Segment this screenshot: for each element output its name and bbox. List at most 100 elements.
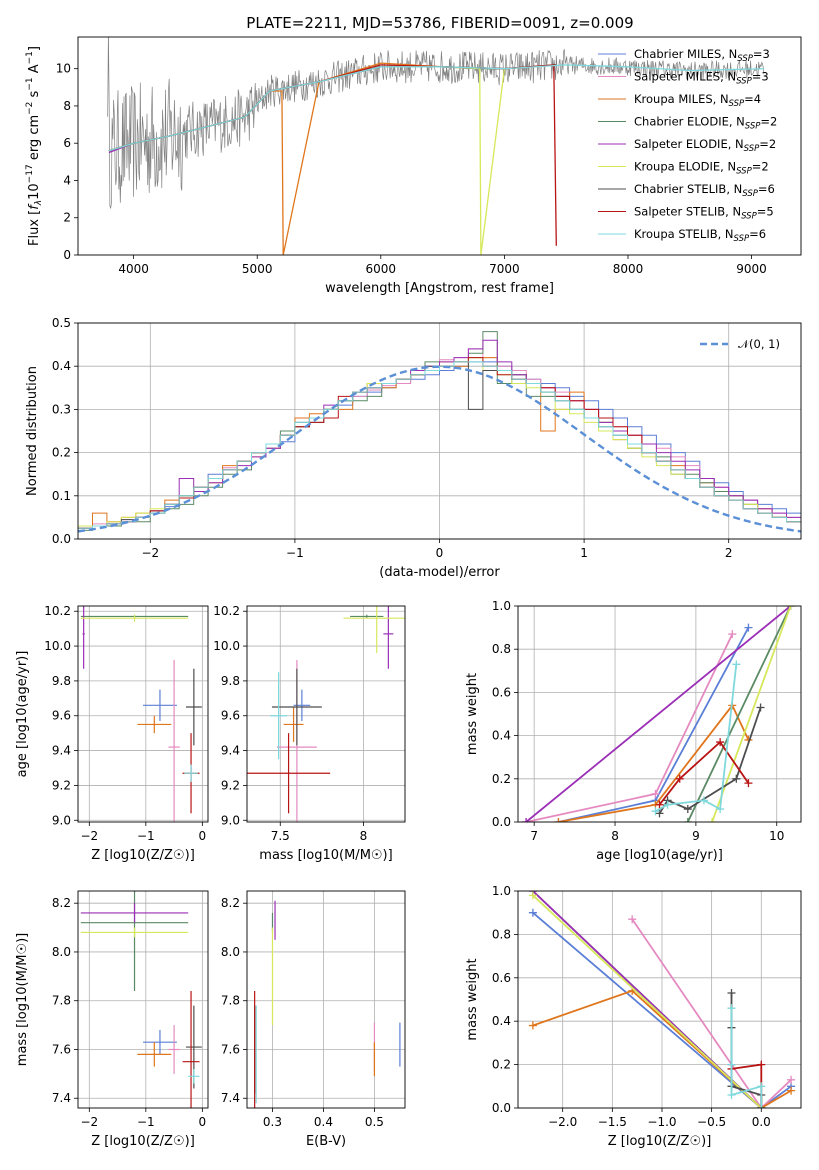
plot-area bbox=[80, 606, 202, 822]
mass-weight-line bbox=[532, 894, 762, 1108]
y-tick-label: 0.8 bbox=[492, 642, 511, 656]
plot-area bbox=[254, 900, 401, 1108]
histogram-step bbox=[78, 339, 801, 529]
plus-marker bbox=[522, 818, 531, 822]
x-tick-label: 10 bbox=[769, 829, 784, 843]
plus-marker bbox=[732, 660, 741, 669]
plus-marker bbox=[655, 809, 664, 818]
x-axis-label: E(B-V) bbox=[306, 1134, 346, 1149]
plus-marker bbox=[655, 800, 664, 809]
plot-area bbox=[528, 891, 796, 1108]
axes-frame bbox=[77, 605, 209, 823]
axes-frame bbox=[77, 322, 802, 540]
y-tick-label: 9.4 bbox=[221, 744, 240, 758]
panel-Z-massweight: −2.0 −1.5 −1.0 −0.5 0.0 0.0 0.2 0.4 0.6 0.8 1.0 Z [… bbox=[465, 884, 802, 1149]
y-axis-label: mass weight bbox=[465, 958, 480, 1040]
panel-mass-vs-EBV: 0.3 0.4 0.5 7.4 7.6 7.8 8.0 8.2 E(B-V) bbox=[221, 890, 406, 1149]
legend-tail: =4 bbox=[744, 92, 761, 106]
y-tick-label: 9.8 bbox=[221, 674, 240, 688]
x-axis-label: mass [log10(M/M☉)] bbox=[259, 848, 392, 863]
plus-marker bbox=[757, 1060, 766, 1069]
y-tick-label: 8.2 bbox=[52, 896, 71, 910]
x-tick-label: 2 bbox=[725, 546, 733, 560]
y-tick-label: 7.4 bbox=[221, 1091, 240, 1105]
plus-marker bbox=[727, 1090, 736, 1099]
x-tick-label: −1 bbox=[137, 1115, 155, 1129]
x-tick-label: 0.4 bbox=[314, 1115, 333, 1129]
y-tick-label: 7.6 bbox=[52, 1042, 71, 1056]
x-tick-label: 0 bbox=[436, 546, 444, 560]
plot-area bbox=[247, 606, 405, 822]
plot-area bbox=[107, 37, 765, 255]
y-tick-label: 0.5 bbox=[52, 316, 71, 330]
x-tick-label: −2.0 bbox=[548, 1115, 577, 1129]
x-tick-label: 9000 bbox=[736, 262, 767, 276]
plus-marker bbox=[528, 891, 537, 900]
plus-marker bbox=[716, 738, 725, 747]
y-tick-label: 0.6 bbox=[492, 971, 511, 985]
plus-marker bbox=[699, 796, 708, 805]
y-tick-label: 0.4 bbox=[492, 1014, 511, 1028]
panel-residuals: −2 −1 0 1 2 0.0 0.1 0.2 0.3 0.4 0.5 𝒩(0, 1) (data-mo… bbox=[25, 316, 802, 580]
y-axis-label: mass weight bbox=[465, 673, 480, 755]
plot-area bbox=[78, 331, 801, 533]
x-axis-label: age [log10(age/yr)] bbox=[596, 848, 723, 863]
legend-label: Chabrier MILES, NSSP=3 bbox=[634, 47, 770, 64]
plus-marker bbox=[708, 818, 717, 822]
plus-marker bbox=[744, 779, 753, 788]
plus-marker bbox=[663, 800, 672, 809]
plus-marker bbox=[744, 623, 753, 632]
y-tick-label: 9.2 bbox=[221, 778, 240, 792]
legend-sub: SSP bbox=[742, 189, 758, 199]
y-axis-label: mass [log10(M/M☉)] bbox=[15, 933, 30, 1066]
y-axis-label: Flux [fλ10−17 erg cm−2 s−1 A−1] bbox=[25, 46, 44, 246]
x-tick-label: 7 bbox=[530, 829, 538, 843]
x-tick-label: −2 bbox=[80, 829, 98, 843]
y-tick-label: 0.3 bbox=[52, 402, 71, 416]
plus-marker bbox=[651, 807, 660, 816]
legend-label: 𝒩(0, 1) bbox=[738, 337, 780, 351]
x-tick-label: 5000 bbox=[242, 262, 273, 276]
y-tick-label: 0.0 bbox=[492, 815, 511, 829]
y-tick-label: 9.0 bbox=[52, 813, 71, 827]
y-tick-label: 0.2 bbox=[52, 446, 71, 460]
x-tick-label: 0 bbox=[199, 829, 207, 843]
y-tick-label: 0.0 bbox=[52, 532, 71, 546]
normal-curve bbox=[78, 365, 801, 533]
y-tick-label: 1.0 bbox=[492, 599, 511, 613]
panel-age-massweight: 7 8 9 10 0.0 0.2 0.4 0.6 0.8 1.0 age [log10(age/yr… bbox=[465, 599, 802, 863]
plus-marker bbox=[786, 606, 795, 610]
x-axis-label: Z [log10(Z/Z☉)] bbox=[91, 1134, 195, 1149]
y-tick-label: 10.2 bbox=[44, 604, 71, 618]
x-tick-label: 8 bbox=[360, 829, 368, 843]
legend-sub: SSP bbox=[744, 144, 760, 154]
y-axis-label: age [log10(age/yr)] bbox=[15, 651, 30, 778]
plus-marker bbox=[728, 630, 737, 639]
observed-spectrum bbox=[107, 37, 765, 209]
legend-sub: SSP bbox=[736, 77, 752, 87]
y-tick-label: 9.6 bbox=[221, 709, 240, 723]
y-tick-label: 10.2 bbox=[213, 604, 240, 618]
mass-weight-line bbox=[631, 918, 792, 1108]
x-tick-label: −1.0 bbox=[647, 1115, 676, 1129]
y-tick-label: 7.4 bbox=[52, 1091, 71, 1105]
y-tick-label: 8.0 bbox=[52, 945, 71, 959]
legend-label: Salpeter MILES, NSSP=3 bbox=[634, 70, 769, 87]
x-tick-label: 8000 bbox=[613, 262, 644, 276]
plot-area bbox=[80, 891, 202, 1108]
y-tick-label: 8.0 bbox=[221, 945, 240, 959]
x-tick-label: −1.5 bbox=[598, 1115, 627, 1129]
mass-weight-line bbox=[532, 989, 792, 1108]
x-axis-label: (data-model)/error bbox=[379, 565, 500, 580]
plus-marker bbox=[727, 1060, 736, 1069]
legend-sub: SSP bbox=[729, 99, 745, 109]
y-tick-label: 4 bbox=[63, 173, 71, 187]
y-tick-label: 7.8 bbox=[52, 994, 71, 1008]
plus-marker bbox=[675, 774, 684, 783]
y-tick-label: 2 bbox=[63, 211, 71, 225]
axes-frame bbox=[517, 890, 802, 1109]
mass-weight-line bbox=[558, 703, 750, 822]
legend-sub: SSP bbox=[737, 54, 753, 64]
mass-weight-line bbox=[658, 707, 762, 814]
